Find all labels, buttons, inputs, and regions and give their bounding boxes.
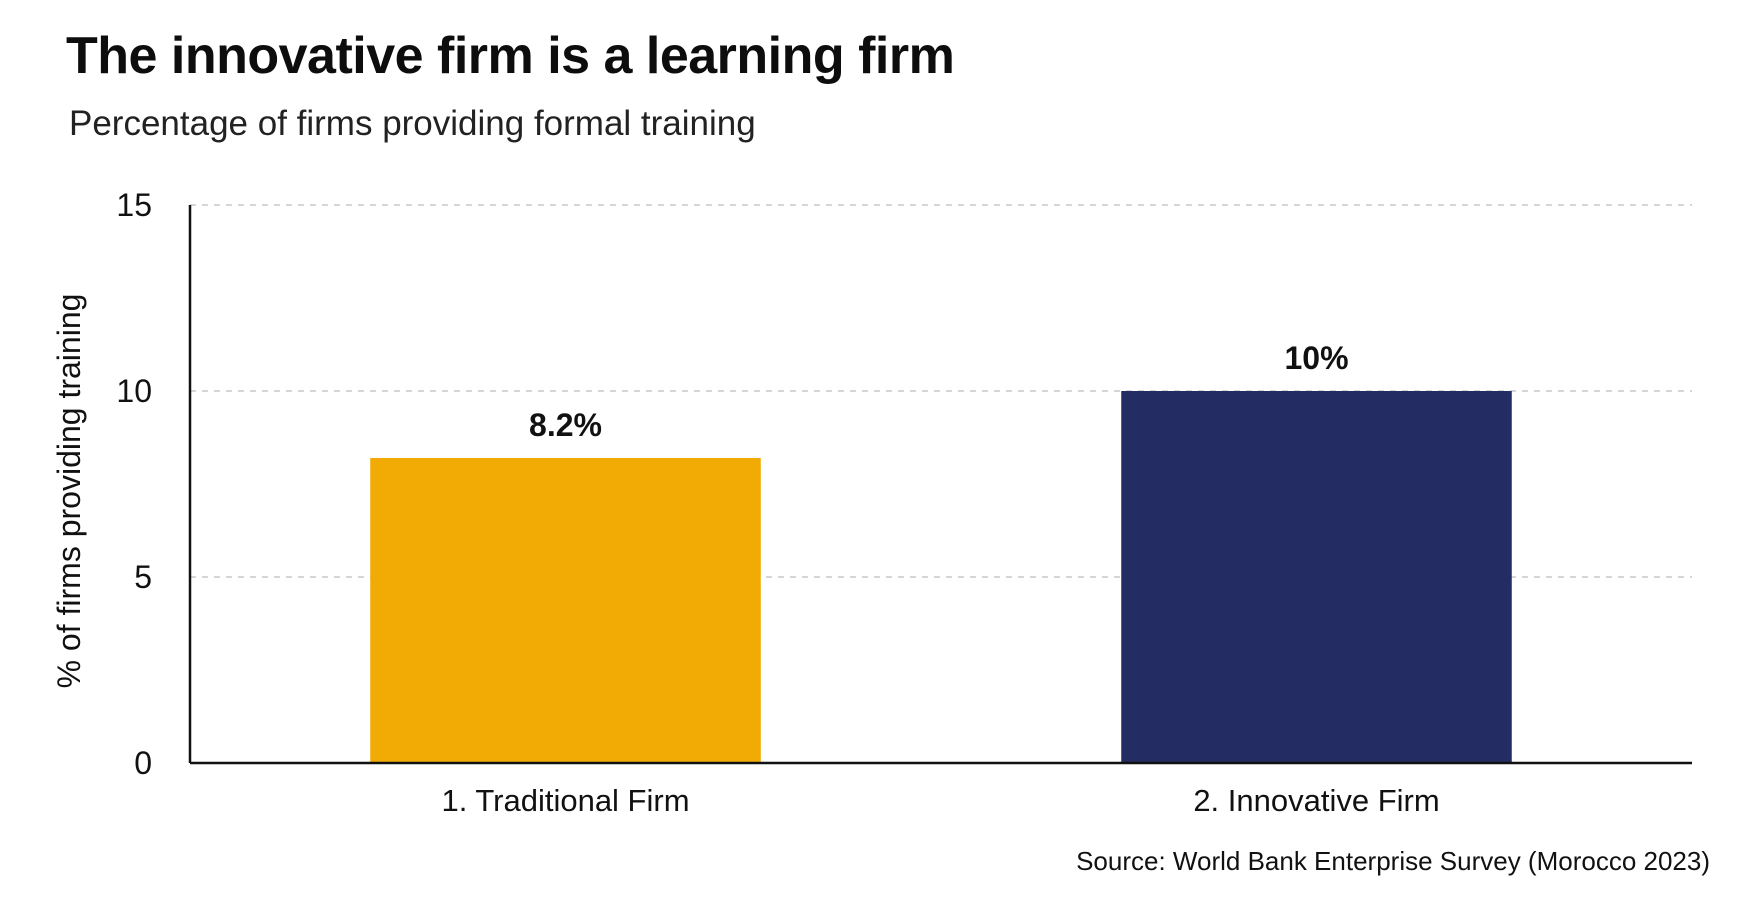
y-tick-label: 10 [116, 373, 152, 409]
axes [188, 205, 1692, 765]
y-tick-labels: 0 5 10 15 [116, 187, 152, 781]
y-tick-label: 0 [134, 745, 152, 781]
source-note: Source: World Bank Enterprise Survey (Mo… [1076, 846, 1710, 876]
y-tick-label: 15 [116, 187, 152, 223]
y-axis-label: % of firms providing training [51, 294, 87, 689]
bars [370, 391, 1512, 763]
data-label: 10% [1284, 340, 1348, 376]
y-tick-label: 5 [134, 559, 152, 595]
data-label: 8.2% [529, 407, 602, 443]
data-labels: 8.2% 10% [529, 340, 1348, 443]
x-tick-label: 2. Innovative Firm [1193, 783, 1439, 818]
chart-title: The innovative firm is a learning firm [66, 27, 955, 85]
x-tick-label: 1. Traditional Firm [441, 783, 689, 818]
bar [370, 457, 761, 763]
chart-subtitle: Percentage of firms providing formal tra… [69, 104, 756, 143]
x-tick-labels: 1. Traditional Firm 2. Innovative Firm [441, 783, 1439, 818]
bar [1121, 391, 1512, 763]
